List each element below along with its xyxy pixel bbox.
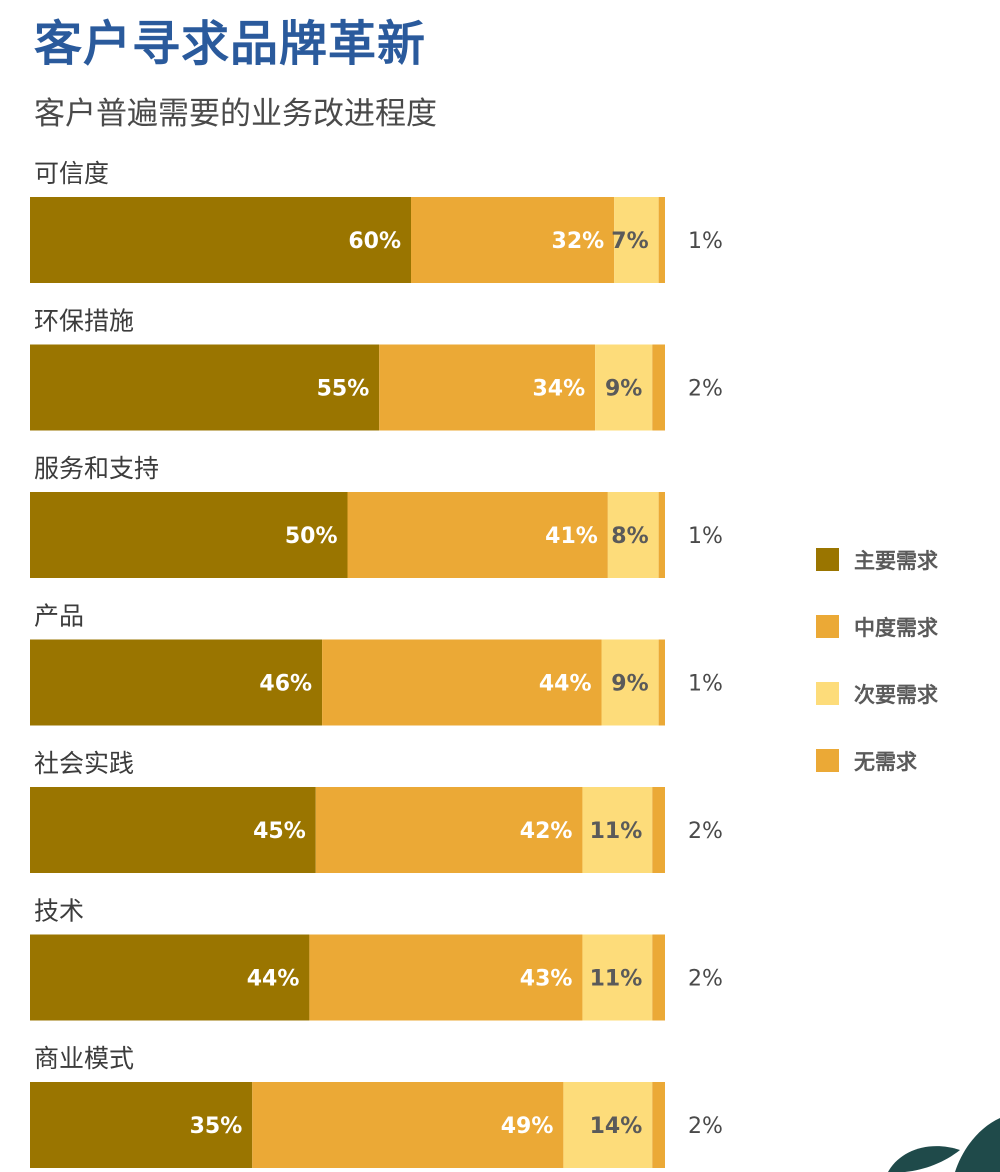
- data-label: 49%: [501, 1114, 554, 1139]
- bar-segment: [322, 639, 602, 726]
- data-label: 2%: [688, 819, 723, 844]
- data-label: 1%: [688, 524, 723, 549]
- data-label: 34%: [532, 377, 585, 402]
- leaf-shape: [955, 1118, 1000, 1172]
- data-label: 1%: [688, 229, 723, 254]
- bar-segment: [563, 1082, 653, 1168]
- data-label: 44%: [247, 967, 300, 992]
- category-label: 社会实践: [34, 749, 134, 778]
- bar-segment: [614, 197, 659, 283]
- legend-swatch: [816, 682, 839, 705]
- bar-segment: [379, 344, 596, 431]
- category-label: 技术: [34, 897, 84, 926]
- data-label: 2%: [688, 1114, 723, 1139]
- category-label: 商业模式: [34, 1044, 134, 1073]
- legend-entry: 无需求: [854, 750, 917, 774]
- legend-entry: 次要需求: [854, 683, 938, 707]
- bar-segment: [347, 492, 608, 578]
- bar-row: 服务和支持 50% 41% 8% 1%: [30, 454, 723, 578]
- legend-entry: 主要需求: [854, 549, 938, 573]
- data-label: 50%: [285, 524, 338, 549]
- data-label: 42%: [520, 819, 573, 844]
- bar-segment: [582, 934, 653, 1021]
- bar-segment: [315, 787, 583, 873]
- bar-segment: [30, 197, 411, 283]
- data-label: 9%: [605, 377, 642, 402]
- bar-row: 社会实践 45% 42% 11% 2%: [30, 749, 723, 873]
- data-label: 46%: [259, 672, 312, 697]
- bar-row: 产品 46% 44% 9% 1%: [30, 602, 723, 726]
- bar-segment: [595, 344, 653, 431]
- data-label: 44%: [539, 672, 592, 697]
- category-label: 产品: [34, 602, 84, 631]
- category-label: 可信度: [34, 159, 109, 188]
- data-label: 2%: [688, 377, 723, 402]
- leaf-shape: [888, 1146, 960, 1172]
- bar-segment: [411, 197, 615, 283]
- bar-segment: [30, 344, 380, 431]
- data-label: 55%: [317, 377, 370, 402]
- bar-segment: [607, 492, 659, 578]
- data-label: 45%: [253, 819, 306, 844]
- data-label: 41%: [545, 524, 598, 549]
- bar-segment: [309, 934, 583, 1021]
- data-label: 43%: [520, 967, 573, 992]
- data-label: 11%: [590, 967, 643, 992]
- data-label: 9%: [611, 672, 648, 697]
- bar-segment: [252, 1082, 564, 1168]
- legend-swatch: [816, 749, 839, 772]
- data-label: 14%: [590, 1114, 643, 1139]
- bar-segment: [30, 787, 316, 873]
- bar-segment: [652, 787, 665, 873]
- bar-segment: [652, 1082, 665, 1168]
- bar-segment: [658, 639, 665, 726]
- leaf-decoration: [888, 1118, 1000, 1172]
- data-label: 2%: [688, 967, 723, 992]
- bar-row: 可信度 60% 32% 7% 1%: [30, 159, 723, 283]
- bar-segment: [30, 492, 348, 578]
- bar-row: 技术 44% 43% 11% 2%: [30, 897, 723, 1021]
- chart-subtitle: 客户普遍需要的业务改进程度: [34, 96, 437, 132]
- legend-swatch: [816, 548, 839, 571]
- category-label: 环保措施: [34, 307, 134, 336]
- chart-title: 客户寻求品牌革新: [34, 16, 427, 72]
- data-label: 32%: [552, 229, 605, 254]
- bar-row: 商业模式 35% 49% 14% 2%: [30, 1044, 723, 1168]
- data-label: 11%: [590, 819, 643, 844]
- data-label: 60%: [348, 229, 401, 254]
- legend-swatch: [816, 615, 839, 638]
- data-label: 7%: [611, 229, 648, 254]
- data-label: 35%: [190, 1114, 243, 1139]
- bar-segment: [582, 787, 653, 873]
- bar-segment: [601, 639, 659, 726]
- data-label: 1%: [688, 672, 723, 697]
- data-label: 8%: [611, 524, 648, 549]
- bar-segment: [658, 197, 665, 283]
- legend-entry: 中度需求: [854, 616, 938, 640]
- bar-segment: [30, 639, 323, 726]
- bar-segment: [652, 934, 665, 1021]
- bar-segment: [652, 344, 665, 431]
- bar-segment: [30, 1082, 253, 1168]
- category-label: 服务和支持: [34, 454, 159, 483]
- bar-segment: [30, 934, 310, 1021]
- bar-row: 环保措施 55% 34% 9% 2%: [30, 307, 723, 431]
- bar-segment: [658, 492, 665, 578]
